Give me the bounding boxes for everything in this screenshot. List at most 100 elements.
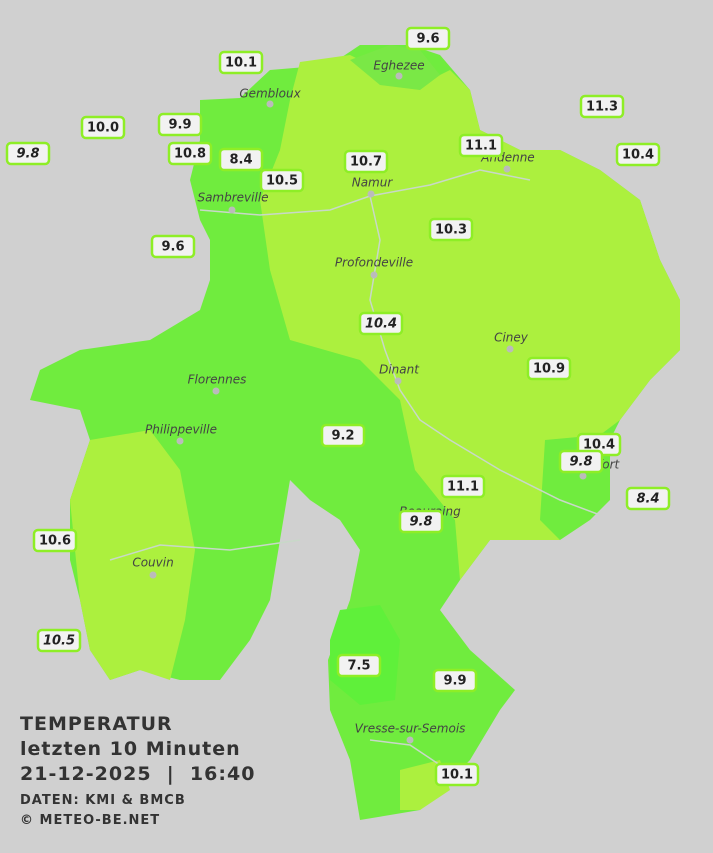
city-name: Sambreville — [197, 191, 268, 205]
station-box — [558, 449, 604, 474]
city-dot — [149, 571, 157, 579]
legend-subtitle: letzten 10 Minuten — [20, 738, 241, 760]
city-dot — [579, 472, 587, 480]
city-dot — [406, 736, 414, 744]
station-value: 9.8 — [409, 515, 432, 530]
station: 9.8 — [558, 449, 604, 474]
station-value: 11.1 — [447, 480, 479, 495]
station-value: 9.2 — [331, 429, 354, 444]
city-dot — [266, 100, 274, 108]
city-dot — [370, 271, 378, 279]
station-box — [218, 50, 264, 75]
station: 9.6 — [150, 234, 196, 259]
station-box — [434, 762, 480, 787]
legend-source: DATEN: KMI & BMCB — [20, 793, 186, 808]
station: 9.8 — [398, 509, 444, 534]
station-box — [579, 94, 625, 119]
station: 10.3 — [428, 217, 474, 242]
station-box — [5, 141, 51, 166]
station-box — [625, 486, 671, 511]
city-dot — [506, 345, 514, 353]
warm-zone — [260, 55, 680, 580]
station-value: 11.1 — [465, 139, 497, 154]
station: 10.5 — [36, 628, 82, 653]
station-value: 9.6 — [161, 240, 184, 255]
station-value: 11.3 — [586, 100, 618, 115]
station: 8.4 — [625, 486, 671, 511]
city-dot — [228, 206, 236, 214]
legend: TEMPERATUR letzten 10 Minuten 21-12-2025… — [20, 713, 255, 828]
station-box — [336, 653, 382, 678]
station-value: 10.1 — [225, 56, 257, 71]
station-value: 7.5 — [347, 659, 370, 674]
station: 10.1 — [218, 50, 264, 75]
city-name: Namur — [352, 176, 394, 190]
station: 10.0 — [80, 115, 126, 140]
station-box — [398, 509, 444, 534]
station: 11.1 — [440, 474, 486, 499]
station: 11.1 — [458, 133, 504, 158]
station-box — [150, 234, 196, 259]
station: 10.6 — [32, 528, 78, 553]
station: 9.2 — [320, 423, 366, 448]
city-name: Eghezee — [373, 59, 424, 73]
city-name: Profondeville — [335, 256, 413, 270]
station-box — [526, 356, 572, 381]
station-box — [432, 668, 478, 693]
station-value: 10.4 — [583, 438, 615, 453]
city-dot — [395, 72, 403, 80]
city-name: Philippeville — [145, 423, 217, 437]
station-value: 9.6 — [416, 32, 439, 47]
warm-zone — [70, 430, 195, 680]
legend-copyright: © METEO-BE.NET — [20, 813, 160, 828]
station-box — [320, 423, 366, 448]
city-name: Couvin — [132, 556, 173, 570]
station-value: 9.8 — [569, 455, 592, 470]
station-value: 8.4 — [636, 492, 659, 507]
station-box — [615, 142, 661, 167]
city-name: Florennes — [188, 373, 247, 387]
station-box — [458, 133, 504, 158]
station-value: 10.7 — [350, 155, 382, 170]
station-value: 10.8 — [174, 147, 206, 162]
cool-zone — [350, 45, 440, 90]
city-name: Dinant — [379, 363, 420, 377]
station: 11.3 — [579, 94, 625, 119]
station-box — [157, 112, 203, 137]
station: 9.9 — [432, 668, 478, 693]
station: 10.8 — [167, 141, 213, 166]
city-dot — [503, 165, 511, 173]
city-name: Ciney — [494, 331, 529, 345]
station: 10.7 — [343, 149, 389, 174]
legend-title: TEMPERATUR — [20, 713, 173, 735]
station-box — [218, 147, 264, 172]
city-dot — [394, 377, 402, 385]
station-value: 9.8 — [16, 147, 39, 162]
city-dot — [176, 437, 184, 445]
station: 10.1 — [434, 762, 480, 787]
station-value: 10.4 — [365, 317, 397, 332]
station-value: 9.9 — [443, 674, 466, 689]
station: 8.4 — [218, 147, 264, 172]
station: 10.5 — [259, 168, 305, 193]
station-value: 10.5 — [266, 174, 298, 189]
station: 10.4 — [358, 311, 404, 336]
city-dot — [212, 387, 220, 395]
station-value: 9.9 — [168, 118, 191, 133]
station-box — [343, 149, 389, 174]
station-value: 10.0 — [87, 121, 119, 136]
station-box — [358, 311, 404, 336]
legend-timestamp: 21-12-2025 | 16:40 — [20, 763, 255, 785]
station: 10.9 — [526, 356, 572, 381]
station-box — [36, 628, 82, 653]
station: 9.6 — [405, 26, 451, 51]
station-box — [80, 115, 126, 140]
city-dot — [367, 190, 375, 198]
station: 7.5 — [336, 653, 382, 678]
station-box — [32, 528, 78, 553]
station-value: 10.6 — [39, 534, 71, 549]
city-name: Gembloux — [239, 87, 301, 101]
